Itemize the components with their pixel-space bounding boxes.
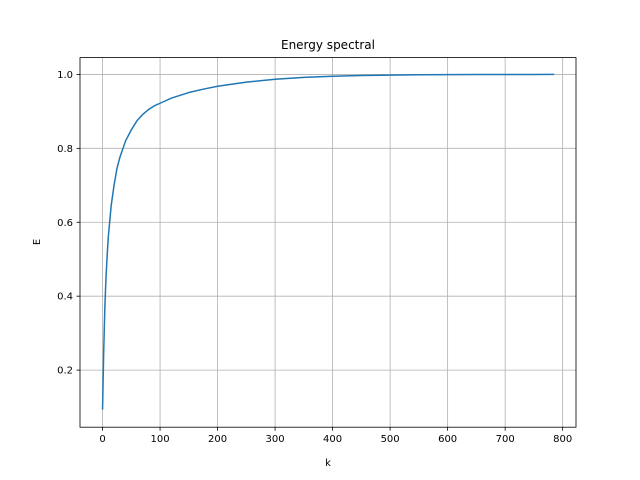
x-axis-label: k xyxy=(325,458,331,469)
axes-frame xyxy=(79,57,577,428)
x-tick-label: 600 xyxy=(438,434,457,445)
y-tick-label: 0.4 xyxy=(57,292,73,303)
x-tick-label: 700 xyxy=(496,434,515,445)
x-tick-label: 400 xyxy=(323,434,342,445)
x-tick-label: 300 xyxy=(266,434,285,445)
y-tick-label: 0.8 xyxy=(57,144,73,155)
x-tick-label: 0 xyxy=(99,434,105,445)
grid xyxy=(80,57,576,428)
x-tick-label: 100 xyxy=(151,434,170,445)
x-tick-label: 500 xyxy=(381,434,400,445)
chart-title: Energy spectral xyxy=(281,38,375,52)
x-tick-label: 800 xyxy=(553,434,572,445)
ticks: 0 100 200 300 400 500 600 700 800 0.2 0.4 0.6 0.8 1.0 xyxy=(57,70,572,445)
y-axis-label: E xyxy=(32,239,43,245)
x-tick-label: 200 xyxy=(208,434,227,445)
series-line xyxy=(101,73,555,410)
y-tick-label: 1.0 xyxy=(57,70,73,81)
plot-area xyxy=(80,57,576,428)
y-tick-label: 0.6 xyxy=(57,218,73,229)
y-tick-label: 0.2 xyxy=(57,366,73,377)
series-layer xyxy=(101,73,555,410)
